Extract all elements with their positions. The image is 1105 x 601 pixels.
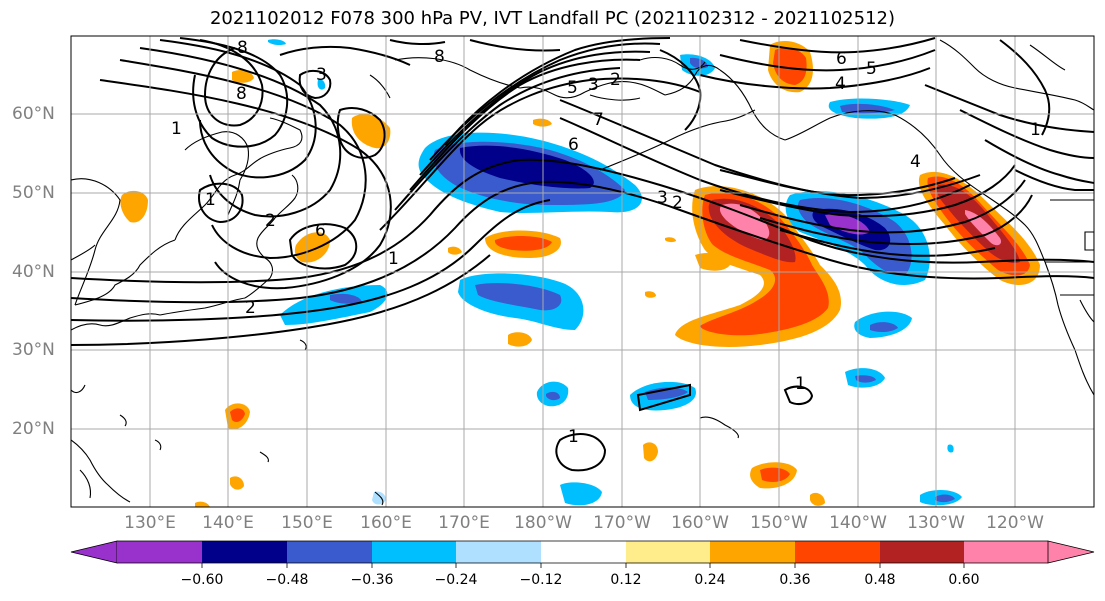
colorbar-extend-low [70, 540, 118, 564]
lat-label: 50°N [12, 183, 55, 203]
graticule [71, 36, 1094, 507]
contour-label: 7 [593, 110, 604, 130]
contour-label: 2 [610, 70, 621, 90]
contour-label: 3 [657, 188, 668, 208]
lon-label: 150°E [281, 513, 333, 533]
lon-label: 140°W [829, 513, 887, 533]
colorbar-segment [202, 541, 287, 563]
colorbar-tick-label: 0.36 [779, 572, 811, 588]
lon-label: 170°W [593, 513, 651, 533]
contour-label: 4 [910, 152, 921, 172]
map-frame [70, 35, 1095, 508]
colorbar-tick-label: −0.24 [434, 572, 478, 588]
lon-label: 120°W [986, 513, 1044, 533]
colorbar-tick-label: 0.60 [948, 572, 980, 588]
colorbar-tick-label: 0.24 [694, 572, 726, 588]
colorbar-tick-label: 0.48 [864, 572, 896, 588]
lon-label: 140°E [202, 513, 254, 533]
colorbar-tick-label: 0.12 [610, 572, 642, 588]
colorbar [70, 540, 1095, 568]
colorbar-segment [710, 541, 795, 563]
contour-label: 2 [265, 211, 276, 231]
lon-label: 130°E [124, 513, 176, 533]
contour-label: 3 [588, 75, 599, 95]
lat-label: 40°N [12, 262, 55, 282]
lon-label: 160°E [360, 513, 412, 533]
colorbar-segment [372, 541, 456, 563]
contour-label: 1 [205, 190, 216, 210]
lon-label: 160°W [671, 513, 729, 533]
colorbar-outline [117, 540, 1048, 564]
colorbar-segment [541, 541, 626, 563]
contour-label: 3 [316, 65, 327, 85]
contour-label: 5 [567, 78, 578, 98]
figure-title: 2021102012 F078 300 hPa PV, IVT Landfall… [209, 8, 896, 29]
colorbar-tick-label: −0.48 [265, 572, 309, 588]
colorbar-segment [880, 541, 964, 563]
contour-label: 6 [836, 49, 847, 69]
contour-label: 8 [236, 84, 247, 104]
coastlines [71, 39, 1094, 506]
contour-label: 1 [388, 249, 399, 269]
colorbar-segment [626, 541, 710, 563]
colorbar-tick-label: −0.12 [519, 572, 563, 588]
lon-label: 180°W [514, 513, 572, 533]
contour-label: 1 [171, 119, 182, 139]
lon-label: 170°E [438, 513, 490, 533]
colorbar-tick-label: −0.36 [350, 572, 394, 588]
contour-label: 2 [245, 298, 256, 318]
contour-label-group: 8 8 8 3 1 1 2 6 1 2 6 5 3 2 7 3 2 6 5 4 … [171, 38, 1041, 447]
lon-label: 150°W [750, 513, 808, 533]
lat-label: 60°N [12, 104, 55, 124]
contour-label: 1 [1030, 120, 1041, 140]
contour-label: 5 [866, 59, 877, 79]
colorbar-extend-high [1047, 540, 1095, 564]
contour-label: 6 [315, 221, 326, 241]
colorbar-segment [456, 541, 541, 563]
colorbar-tick-label: −0.60 [180, 572, 224, 588]
colorbar-segment [117, 541, 202, 563]
contour-label: 8 [434, 47, 445, 67]
contour-label: 1 [795, 374, 806, 394]
colorbar-segment [795, 541, 880, 563]
colorbar-ticks [201, 563, 965, 568]
lon-label: 130°W [907, 513, 965, 533]
contour-label: 8 [237, 38, 248, 58]
contour-label: 2 [672, 193, 683, 213]
colorbar-segment [964, 541, 1048, 563]
pv-contours [71, 37, 1094, 472]
contour-label: 6 [568, 135, 579, 155]
colorbar-segment [287, 541, 372, 563]
contour-label: 4 [835, 74, 846, 94]
contour-label: 1 [568, 427, 579, 447]
lat-label: 30°N [12, 340, 55, 360]
lat-label: 20°N [12, 419, 55, 439]
